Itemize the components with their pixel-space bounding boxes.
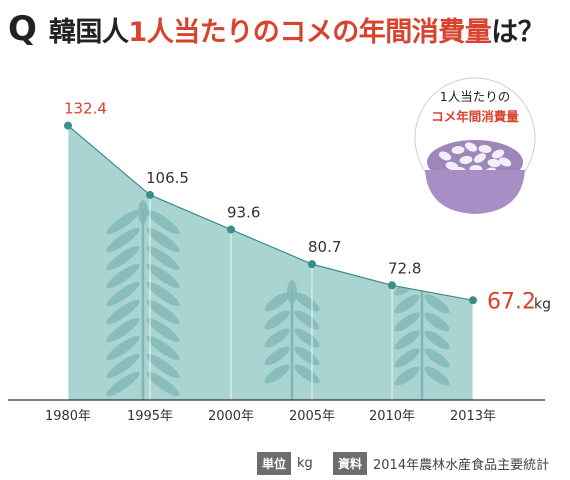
x-tick-label: 2013年 xyxy=(450,409,496,424)
rice-grain xyxy=(487,158,501,168)
x-tick-label: 1995年 xyxy=(127,409,173,424)
wheat-stalk-1 xyxy=(106,200,180,400)
rice-grain xyxy=(438,151,452,161)
data-point xyxy=(308,260,316,269)
rice-grain xyxy=(459,155,473,165)
wheat-stalk-2 xyxy=(264,280,320,400)
title-part-highlight: 1人当たりのコメの年間消費量 xyxy=(128,16,492,48)
data-point xyxy=(64,121,72,130)
rice-grain xyxy=(474,153,486,163)
chart-title: Q 韓国人 1人当たりのコメの年間消費量 は？ xyxy=(8,6,545,52)
rice-grain xyxy=(498,157,512,167)
unit-value: kg xyxy=(297,456,313,471)
data-point xyxy=(469,296,477,305)
unit-tag: 単位 xyxy=(257,452,292,475)
badge-line-1: 1人当たりの xyxy=(440,89,510,104)
x-tick-label: 2005年 xyxy=(289,409,335,424)
data-point xyxy=(227,225,235,234)
unit-note: 単位 kg xyxy=(257,452,313,475)
x-tick-label: 2010年 xyxy=(369,409,415,424)
source-value: 2014年農林水産食品主要統計 xyxy=(373,458,550,473)
rice-grain xyxy=(491,149,505,159)
source-note: 資料 2014年農林水産食品主要統計 xyxy=(333,452,549,475)
rice-grain xyxy=(478,144,492,154)
data-label: 93.6 xyxy=(227,204,260,222)
badge-line-2: コメ年間消費量 xyxy=(431,109,519,124)
question-mark-label: Q xyxy=(8,9,37,49)
data-label: 80.7 xyxy=(308,238,341,256)
bowl-body xyxy=(425,170,525,214)
rice-grain xyxy=(464,142,478,152)
data-label: 132.4 xyxy=(64,100,107,118)
data-label: 72.8 xyxy=(388,259,421,277)
x-tick-label: 1980年 xyxy=(45,409,91,424)
data-point xyxy=(146,190,154,199)
title-part-korean: 韓国人 xyxy=(48,16,129,48)
unit-label: kg xyxy=(534,296,551,312)
data-label: 106.5 xyxy=(146,169,189,187)
data-point xyxy=(388,281,396,290)
x-tick-label: 2000年 xyxy=(208,409,254,424)
title-part-question: は？ xyxy=(491,16,545,48)
source-tag: 資料 xyxy=(333,452,368,475)
data-label: 67.2 xyxy=(487,289,536,314)
rice-grain xyxy=(451,145,465,155)
series-line xyxy=(67,125,474,301)
